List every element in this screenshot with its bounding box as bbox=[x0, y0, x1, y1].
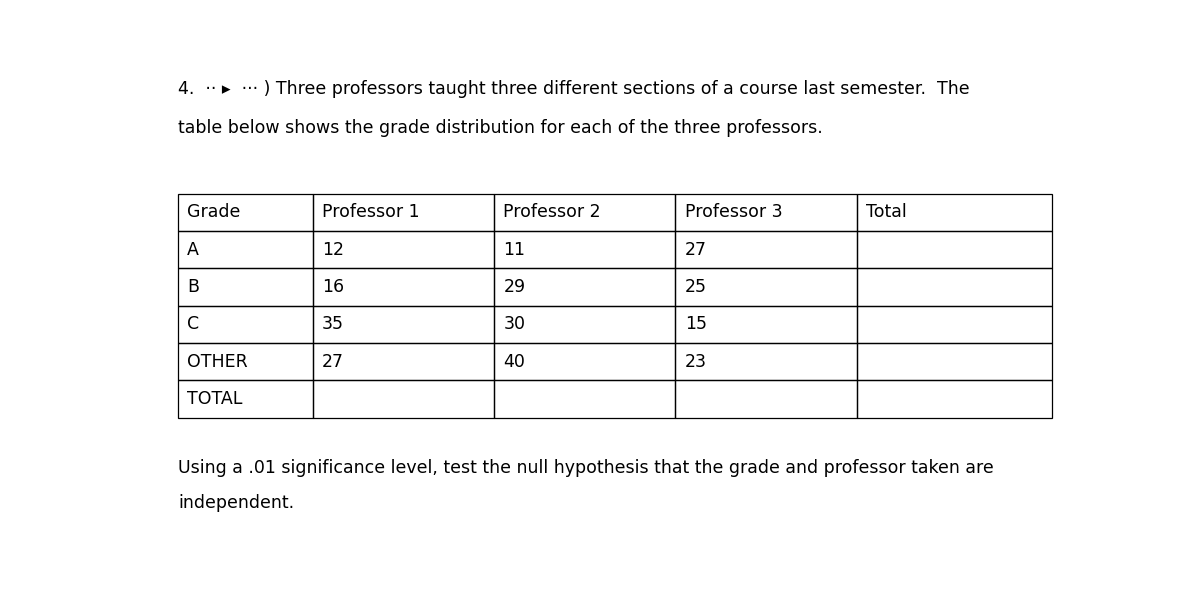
Bar bbox=[676, 306, 857, 343]
Text: Total: Total bbox=[866, 203, 907, 222]
Text: B: B bbox=[187, 278, 199, 296]
Bar bbox=[857, 194, 1052, 231]
Bar bbox=[494, 343, 676, 381]
Bar bbox=[178, 306, 313, 343]
Bar bbox=[178, 381, 313, 418]
Text: 12: 12 bbox=[322, 241, 344, 259]
Bar bbox=[313, 268, 494, 306]
Text: 29: 29 bbox=[504, 278, 526, 296]
Text: 35: 35 bbox=[322, 316, 344, 333]
Text: 16: 16 bbox=[322, 278, 344, 296]
Bar bbox=[178, 268, 313, 306]
Bar bbox=[857, 231, 1052, 268]
Bar bbox=[676, 343, 857, 381]
Bar bbox=[494, 194, 676, 231]
Bar bbox=[313, 343, 494, 381]
Bar bbox=[857, 381, 1052, 418]
Bar bbox=[313, 231, 494, 268]
Text: Professor 1: Professor 1 bbox=[322, 203, 420, 222]
Text: 25: 25 bbox=[685, 278, 707, 296]
Bar bbox=[857, 268, 1052, 306]
Text: Using a .01 significance level, test the null hypothesis that the grade and prof: Using a .01 significance level, test the… bbox=[178, 459, 994, 476]
Text: C: C bbox=[187, 316, 199, 333]
Text: OTHER: OTHER bbox=[187, 353, 248, 371]
Text: 23: 23 bbox=[685, 353, 707, 371]
Bar bbox=[676, 381, 857, 418]
Bar bbox=[313, 306, 494, 343]
Text: independent.: independent. bbox=[178, 494, 294, 512]
Bar bbox=[178, 231, 313, 268]
Text: 40: 40 bbox=[504, 353, 526, 371]
Text: A: A bbox=[187, 241, 199, 259]
Bar bbox=[676, 268, 857, 306]
Bar bbox=[313, 381, 494, 418]
Bar bbox=[494, 268, 676, 306]
Bar bbox=[178, 343, 313, 381]
Bar bbox=[857, 343, 1052, 381]
Text: 15: 15 bbox=[685, 316, 707, 333]
Text: table below shows the grade distribution for each of the three professors.: table below shows the grade distribution… bbox=[178, 119, 823, 137]
Bar bbox=[676, 194, 857, 231]
Text: 27: 27 bbox=[685, 241, 707, 259]
Text: 27: 27 bbox=[322, 353, 344, 371]
Bar bbox=[494, 231, 676, 268]
Text: 30: 30 bbox=[504, 316, 526, 333]
Bar bbox=[676, 231, 857, 268]
Bar bbox=[313, 194, 494, 231]
Text: TOTAL: TOTAL bbox=[187, 390, 242, 408]
Text: Professor 2: Professor 2 bbox=[504, 203, 601, 222]
Text: 4.  ·· ▸  ··· ) Three professors taught three different sections of a course las: 4. ·· ▸ ··· ) Three professors taught th… bbox=[178, 80, 970, 98]
Bar bbox=[494, 306, 676, 343]
Bar bbox=[178, 194, 313, 231]
Text: Grade: Grade bbox=[187, 203, 240, 222]
Bar bbox=[494, 381, 676, 418]
Text: 11: 11 bbox=[504, 241, 526, 259]
Text: Professor 3: Professor 3 bbox=[685, 203, 782, 222]
Bar bbox=[857, 306, 1052, 343]
